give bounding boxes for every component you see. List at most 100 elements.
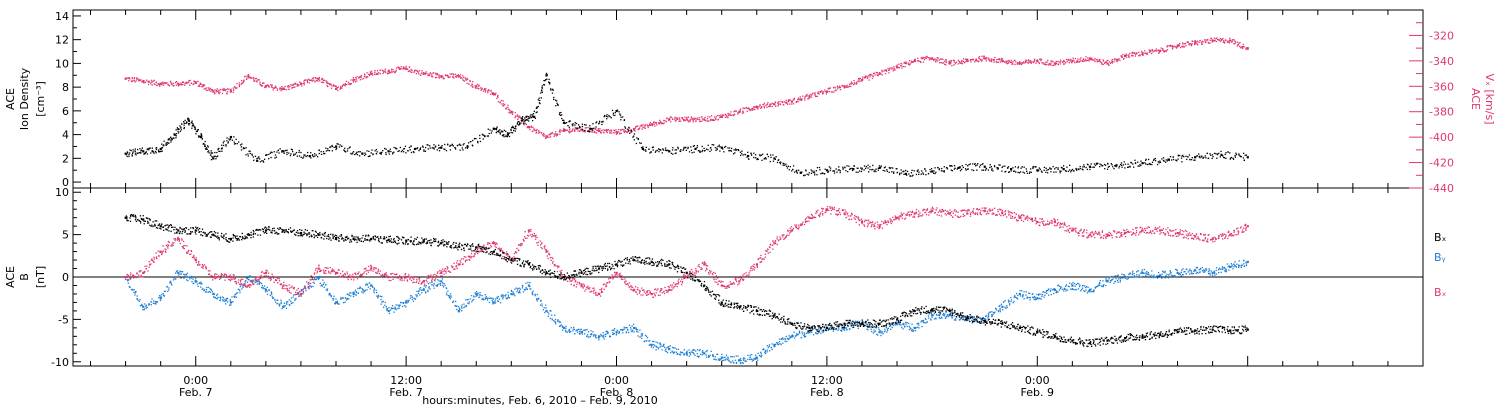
density-series-point <box>825 169 829 172</box>
vx-series-sample <box>920 61 922 64</box>
by-series-sample <box>364 289 366 291</box>
density-series-sample <box>905 169 907 172</box>
vx-series-sample <box>192 83 194 86</box>
by-series-sample <box>905 321 907 324</box>
by-series-sample <box>937 314 940 316</box>
vx-series-sample <box>207 87 209 89</box>
density-series-sample <box>1188 154 1191 156</box>
by-series-sample <box>841 330 843 332</box>
density-series-sample <box>180 127 182 129</box>
density-series-sample <box>987 169 990 171</box>
by-series-sample <box>939 314 941 316</box>
vx-series-point <box>931 57 934 60</box>
by-series-sample <box>268 289 271 291</box>
vx-series-sample <box>232 87 234 89</box>
density-series-sample <box>530 116 532 118</box>
vx-series-sample <box>389 71 391 74</box>
density-series-sample <box>1156 163 1159 166</box>
vx-series-sample <box>248 77 250 79</box>
vx-series-sample <box>957 63 959 65</box>
vx-series-sample <box>1146 52 1148 54</box>
vx-series-sample <box>654 121 657 124</box>
vx-series-sample <box>374 69 376 72</box>
density-series-sample <box>892 172 895 174</box>
by-series-sample <box>708 356 711 358</box>
density-series-sample <box>911 175 913 177</box>
by-series-sample <box>594 334 596 336</box>
by-series-sample <box>675 351 678 353</box>
density-series-sample <box>776 161 779 164</box>
by-series-sample <box>262 286 264 289</box>
by-series-sample <box>718 359 720 362</box>
by-series-sample <box>270 293 273 295</box>
vx-series-sample <box>331 85 333 87</box>
density-series-sample <box>760 154 763 156</box>
density-series-sample <box>804 174 806 176</box>
vx-series-sample <box>799 98 801 100</box>
density-series-sample <box>900 169 902 171</box>
by-series-sample <box>739 361 742 364</box>
density-series-sample <box>238 141 240 143</box>
vx-series-sample <box>497 94 499 97</box>
by-series-sample <box>547 315 549 317</box>
density-series-sample <box>1046 172 1049 174</box>
by-series-sample <box>951 316 953 318</box>
by-series-sample <box>321 284 323 286</box>
vx-series-sample <box>140 79 142 81</box>
density-series-sample <box>883 167 886 169</box>
vx-series-sample <box>815 95 817 98</box>
by-series-sample <box>1048 294 1050 296</box>
density-series-sample <box>1097 162 1099 165</box>
vx-series-sample <box>471 84 474 86</box>
vx-series-sample <box>354 81 357 83</box>
vx-series-sample <box>332 84 335 86</box>
by-series-sample <box>889 324 891 326</box>
by-series-sample <box>192 278 194 280</box>
density-series-sample <box>835 168 837 170</box>
by-series-sample <box>222 300 225 302</box>
vx-series-sample <box>1178 44 1180 46</box>
by-series-sample <box>352 291 354 293</box>
vx-series-sample <box>394 71 396 74</box>
vx-series-sample <box>950 59 953 62</box>
by-series-sample <box>124 278 127 281</box>
vx-series-sample <box>165 82 167 85</box>
density-series-sample <box>572 125 574 127</box>
by-series-sample <box>429 288 431 290</box>
density-series-sample <box>410 145 412 148</box>
by-series-sample <box>953 315 955 317</box>
density-series-sample <box>325 150 328 152</box>
by-series-sample <box>648 340 650 342</box>
by-series-sample <box>875 327 877 329</box>
density-series-sample <box>189 122 191 125</box>
by-series-sample <box>260 282 263 285</box>
density-series-sample <box>527 118 529 120</box>
density-series-sample <box>1118 165 1121 167</box>
vx-series-sample <box>264 86 266 89</box>
by-series-sample <box>384 304 386 306</box>
by-series-sample <box>1075 288 1078 291</box>
vx-series-sample <box>1123 57 1125 59</box>
density-series-sample <box>753 156 755 159</box>
density-series-sample <box>1005 170 1007 173</box>
density-series-sample <box>951 165 953 167</box>
by-series-sample <box>657 348 660 350</box>
vx-series-point <box>685 118 688 121</box>
density-series-sample <box>1081 168 1083 170</box>
vx-series-sample <box>904 62 907 65</box>
density-series-sample <box>1079 167 1081 170</box>
vx-series-sample <box>942 58 944 60</box>
vx-series-sample <box>330 83 332 85</box>
vx-series-sample <box>643 125 646 127</box>
density-series-sample <box>331 144 333 147</box>
density-series-sample <box>1242 152 1245 155</box>
by-series-sample <box>266 293 269 296</box>
by-series-sample <box>565 330 567 332</box>
by-series-sample <box>928 317 930 319</box>
by-series-sample <box>448 295 451 297</box>
by-series-sample <box>951 317 953 319</box>
vx-series-sample <box>869 74 872 76</box>
density-series-sample <box>344 150 346 152</box>
vx-series-sample <box>360 76 362 78</box>
density-series-sample <box>879 166 882 169</box>
